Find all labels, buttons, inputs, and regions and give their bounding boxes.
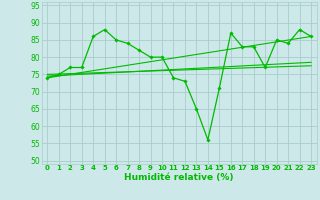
X-axis label: Humidité relative (%): Humidité relative (%) bbox=[124, 173, 234, 182]
